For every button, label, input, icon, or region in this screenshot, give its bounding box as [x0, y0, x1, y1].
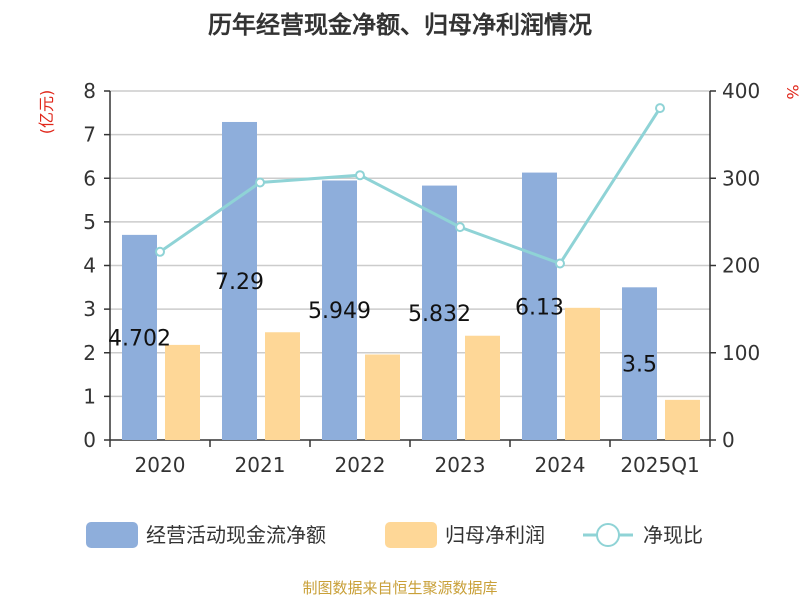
cashflow-bar-label: 5.949 [308, 299, 371, 324]
ratio-line [155, 103, 665, 269]
legend-label: 归母净利润 [445, 523, 545, 547]
right-axis-tick-label: 400 [722, 79, 760, 103]
axes: 0 1 2 3 4 5 6 7 8 0 100 200 300 400 2020 2021 2022 2023 20… [83, 79, 760, 477]
left-axis-tick-label: 8 [83, 79, 96, 103]
ratio-point [655, 103, 665, 114]
cashflow-bar [322, 180, 357, 441]
net-profit-bar [365, 354, 400, 440]
net-profit-bar [665, 399, 700, 440]
ratio-point [455, 222, 465, 233]
x-axis-tick-label: 2024 [535, 453, 586, 477]
x-axis-tick-label: 2023 [435, 453, 486, 477]
left-axis-tick-label: 5 [83, 210, 96, 234]
right-axis-tick-label: 200 [722, 254, 760, 278]
legend-label: 经营活动现金流净额 [146, 523, 326, 547]
left-axis-tick-label: 4 [83, 254, 96, 278]
cashflow-bar [522, 172, 557, 441]
cashflow-bar-label: 7.29 [215, 270, 264, 295]
net-profit-bar [465, 335, 500, 440]
left-axis-tick-label: 1 [83, 384, 96, 408]
ratio-series-line [159, 107, 662, 266]
bars [122, 121, 700, 441]
x-axis-tick-label: 2025Q1 [620, 453, 699, 477]
ratio-point [255, 177, 265, 188]
x-axis-tick-label: 2020 [135, 453, 186, 477]
left-axis-tick-label: 0 [83, 428, 96, 452]
cashflow-bar-label: 4.702 [108, 326, 171, 351]
cashflow-bar [222, 121, 257, 440]
net-profit-bar [565, 307, 600, 440]
left-axis-tick-label: 6 [83, 166, 96, 190]
cashflow-bar-label: 5.832 [408, 302, 471, 327]
legend: 经营活动现金流净额 归母净利润 净现比 [86, 522, 703, 548]
net-profit-bar [165, 344, 200, 440]
right-axis-unit: % [783, 84, 800, 99]
cashflow-bar-label: 3.5 [622, 353, 657, 378]
legend-label: 净现比 [643, 523, 703, 547]
legend-marker [596, 523, 620, 547]
cashflow-bar [122, 234, 157, 440]
legend-swatch [86, 522, 138, 548]
left-axis-tick-label: 2 [83, 341, 96, 365]
left-axis-tick-label: 3 [83, 297, 96, 321]
chart-title: 历年经营现金净额、归母净利润情况 [208, 11, 592, 39]
right-axis-tick-label: 300 [722, 166, 760, 190]
right-axis-tick-label: 0 [722, 428, 735, 452]
right-axis-tick-label: 100 [722, 341, 760, 365]
x-axis-tick-label: 2022 [335, 453, 386, 477]
cashflow-bar-label: 6.13 [515, 295, 564, 320]
cashflow-bar [622, 287, 657, 440]
legend-swatch [385, 522, 437, 548]
gridlines [110, 90, 710, 398]
ratio-point [555, 258, 565, 269]
ratio-point [355, 170, 365, 181]
source-note: 制图数据来自恒生聚源数据库 [302, 579, 497, 597]
cashflow-bar [422, 185, 457, 440]
left-axis-tick-label: 7 [83, 123, 96, 147]
x-axis-tick-label: 2021 [235, 453, 286, 477]
left-axis-unit: (亿元) [37, 90, 56, 135]
ratio-point [155, 246, 165, 257]
net-profit-bar [265, 332, 300, 440]
data-labels: 4.702 7.29 5.949 5.832 6.13 3.5 [108, 270, 657, 378]
